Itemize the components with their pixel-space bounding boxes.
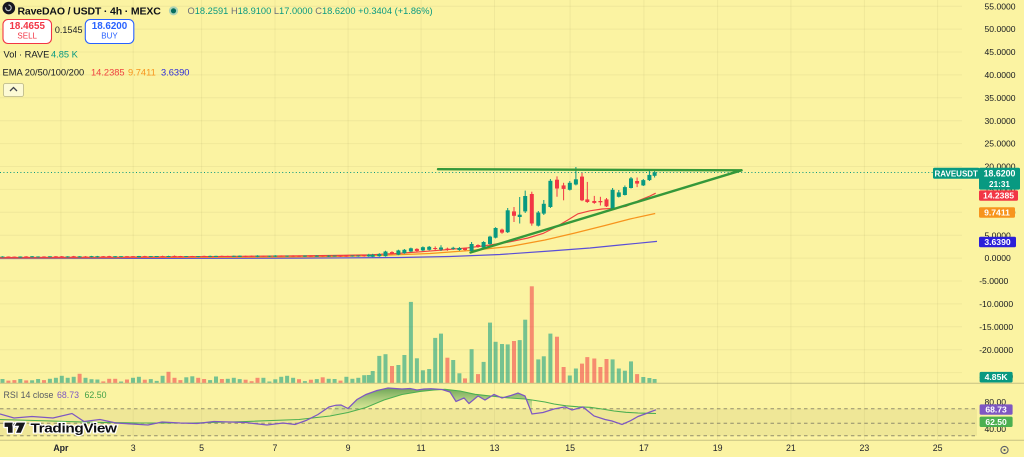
svg-text:80.00: 80.00 [985,397,1007,407]
svg-text:25: 25 [933,443,943,453]
svg-text:14.2385: 14.2385 [983,191,1014,201]
svg-text:13: 13 [490,443,500,453]
svg-text:SELL: SELL [17,32,37,41]
svg-text:EMA 20/50/100/200: EMA 20/50/100/200 [3,68,85,78]
svg-text:21:31: 21:31 [989,180,1010,189]
svg-text:3: 3 [131,443,136,453]
svg-text:23: 23 [860,443,870,453]
svg-text:Vol · RAVE: Vol · RAVE [4,50,50,60]
svg-text:4.85K: 4.85K [985,372,1009,382]
svg-text:7: 7 [273,443,278,453]
svg-text:62.50: 62.50 [85,390,107,400]
svg-text:68.73: 68.73 [57,390,79,400]
svg-text:62.50: 62.50 [985,417,1007,427]
svg-text:55.0000: 55.0000 [985,1,1016,11]
svg-text:18.4655: 18.4655 [9,21,45,32]
svg-text:15: 15 [565,443,575,453]
svg-text:RSI 14 close: RSI 14 close [4,390,54,400]
svg-text:20.0000: 20.0000 [985,162,1016,172]
svg-text:9.7411: 9.7411 [984,208,1010,218]
svg-text:Apr: Apr [53,443,69,453]
svg-text:30.0000: 30.0000 [985,116,1016,126]
svg-text:18.6200: 18.6200 [92,21,128,32]
svg-text:O18.2591 H18.9100 L17.0000 C18: O18.2591 H18.9100 L17.0000 C18.6200 +0.3… [188,6,433,16]
svg-text:-15.0000: -15.0000 [979,322,1013,332]
svg-text:RaveDAO / USDT · 4h · MEXC: RaveDAO / USDT · 4h · MEXC [18,6,162,18]
svg-text:18.6200: 18.6200 [984,169,1016,179]
svg-text:11: 11 [417,443,426,453]
svg-text:-20.0000: -20.0000 [979,345,1013,355]
svg-text:35.0000: 35.0000 [985,93,1016,103]
svg-text:45.0000: 45.0000 [985,47,1016,57]
svg-text:5.0000: 5.0000 [985,230,1012,240]
svg-text:0.1545: 0.1545 [55,25,83,35]
svg-text:RAVEUSDT: RAVEUSDT [935,169,979,178]
svg-text:19: 19 [713,443,723,453]
svg-text:68.73: 68.73 [985,405,1007,415]
svg-text:21: 21 [786,443,796,453]
svg-text:5: 5 [199,443,204,453]
svg-text:9: 9 [346,443,351,453]
svg-text:-5.0000: -5.0000 [979,276,1008,286]
svg-text:BUY: BUY [101,32,118,41]
svg-text:-10.0000: -10.0000 [979,299,1013,309]
svg-text:50.0000: 50.0000 [985,24,1016,34]
svg-text:40.0000: 40.0000 [985,70,1016,80]
svg-text:40.00: 40.00 [985,424,1007,434]
svg-text:3.6390: 3.6390 [161,68,189,78]
svg-text:25.0000: 25.0000 [985,139,1016,149]
svg-text:0.0000: 0.0000 [985,253,1012,263]
svg-text:4.85 K: 4.85 K [51,50,79,60]
svg-text:9.7411: 9.7411 [128,68,156,78]
svg-text:17: 17 [639,443,649,453]
svg-text:3.6390: 3.6390 [984,237,1011,247]
svg-text:14.2385: 14.2385 [91,68,125,78]
svg-text:TradingView: TradingView [31,422,118,437]
